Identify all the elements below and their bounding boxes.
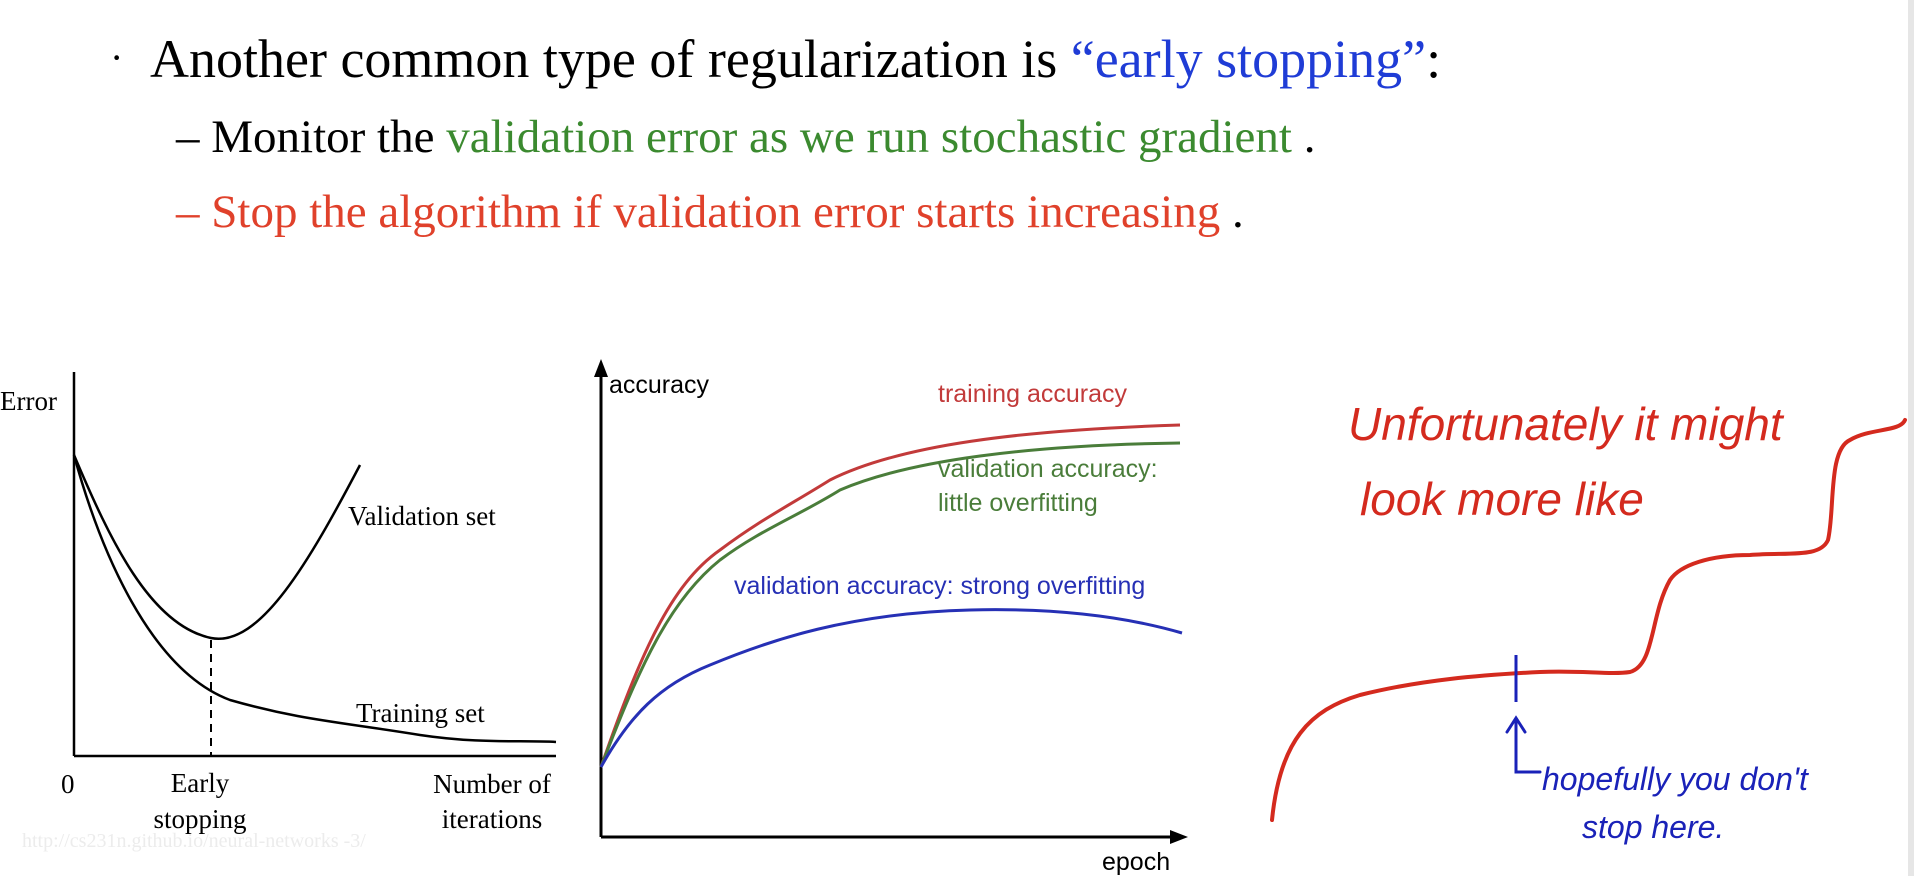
y-axis-arrow-icon: [594, 359, 608, 377]
iterations-label-line2: iterations: [442, 804, 542, 834]
pointer-arrow-icon: [1514, 718, 1542, 774]
bullet-dot-icon: ·: [110, 35, 124, 80]
main-bullet: · Another common type of regularization i…: [110, 28, 1441, 89]
sub-bullet-monitor: – Monitor the validation error as we run…: [176, 110, 1315, 164]
source-watermark: http://cs231n.github.io/neural-networks …: [22, 830, 366, 852]
x-axis-arrow-icon: [1170, 830, 1188, 844]
accuracy-curve-figure: accuracy epoch training accuracy validat…: [594, 359, 1188, 876]
training-curve: [72, 454, 557, 744]
validation-set-label: Validation set: [348, 501, 496, 531]
note-line1: Unfortunately it might: [1348, 398, 1785, 450]
pointer-arrowhead-icon: [1505, 715, 1527, 734]
origin-label: 0: [61, 769, 75, 799]
monitor-text: Monitor the: [211, 111, 447, 163]
training-accuracy-label: training accuracy: [938, 380, 1127, 408]
accuracy-label: accuracy: [609, 371, 710, 399]
hand-drawn-staircase-curve: [1270, 418, 1907, 822]
stop-period: .: [1220, 186, 1244, 238]
monitor-highlight: validation error as we run stochastic gr…: [446, 111, 1292, 163]
sub-bullet-stop: – Stop the algorithm if validation error…: [176, 185, 1244, 239]
training-accuracy-line: [599, 423, 1181, 768]
handwritten-sketch-figure: Unfortunately it might look more like ho…: [1270, 398, 1907, 845]
early-label-line2: stopping: [153, 804, 246, 834]
epoch-label: epoch: [1102, 848, 1170, 876]
page-edge: [1908, 0, 1914, 876]
stop-highlight: Stop the algorithm if validation error s…: [211, 186, 1221, 238]
little-overfitting-label-line2: little overfitting: [938, 489, 1098, 517]
early-stopping-term: “early stopping”: [1070, 29, 1427, 89]
little-overfitting-label-line1: validation accuracy:: [938, 455, 1158, 483]
note-line2: look more like: [1360, 473, 1644, 525]
strong-overfitting-label: validation accuracy: strong overfitting: [734, 572, 1145, 600]
sub-bullet-dash: –: [176, 111, 212, 163]
hope-line1: hopefully you don't: [1542, 761, 1809, 797]
main-bullet-colon: :: [1426, 29, 1442, 89]
main-bullet-text: Another common type of regularization is: [150, 29, 1071, 89]
error-curve-figure: Error 0 Early stopping Number of iterati…: [0, 372, 557, 852]
validation-little-overfitting-line: [599, 441, 1181, 768]
error-axis-label: Error: [0, 386, 57, 416]
training-set-label: Training set: [356, 698, 485, 728]
validation-curve: [72, 454, 362, 641]
validation-strong-overfitting-line: [599, 608, 1183, 768]
monitor-period: .: [1291, 111, 1316, 163]
hope-line2: stop here.: [1582, 809, 1724, 845]
early-label-line1: Early: [171, 768, 230, 798]
sub-bullet-dash: –: [176, 186, 212, 238]
iterations-label-line1: Number of: [433, 769, 551, 799]
